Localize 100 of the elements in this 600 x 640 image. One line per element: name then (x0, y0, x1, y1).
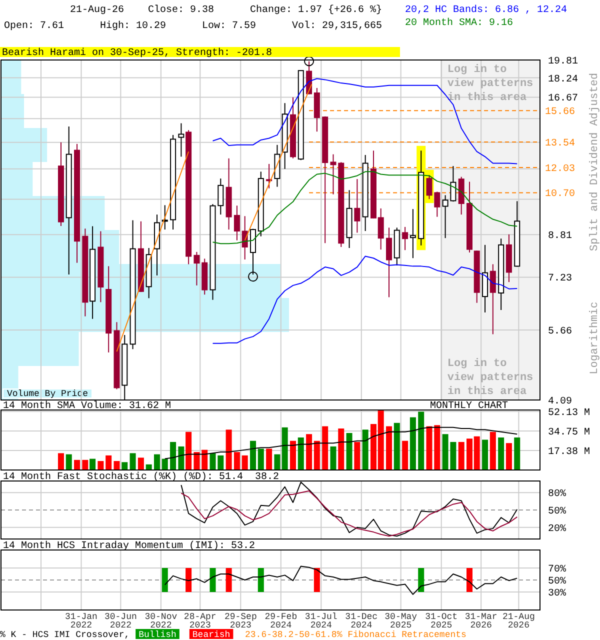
bar (282, 427, 288, 470)
line-series (164, 566, 518, 595)
bar (410, 417, 416, 470)
bar (106, 455, 112, 470)
bar (162, 458, 168, 470)
bar (170, 442, 176, 470)
bar (506, 443, 512, 470)
x-tick-label: 31-Jul 2024 (304, 612, 338, 630)
line-series (164, 426, 518, 460)
y-tick-label: 17.38 M (548, 447, 590, 458)
text: 20 Month SMA: 9.16 (405, 17, 514, 29)
bar (418, 412, 424, 470)
y-tick-label: 70% (548, 564, 566, 576)
bar (338, 428, 344, 470)
bar (490, 432, 496, 470)
bar (250, 440, 256, 470)
text: 21-Aug-26 (70, 5, 124, 16)
bar (306, 434, 312, 470)
candlestick (490, 264, 496, 335)
candlestick (330, 154, 336, 195)
candlestick (410, 208, 416, 259)
candlestick (354, 178, 360, 234)
x-tick-label: 21-Aug 2026 (502, 612, 535, 630)
bar (178, 446, 184, 470)
text: Logarithmic (589, 302, 600, 374)
annotation: MONTHLY CHART (430, 401, 508, 412)
text: Bearish (192, 630, 230, 640)
x-tick-label: 31-Oct 2025 (425, 612, 458, 630)
bar (458, 442, 464, 470)
x-tick-label: 29-Sep 2023 (224, 612, 257, 630)
y-tick-label: 34.75 M (548, 428, 590, 439)
y-tick-label: 52.13 M (548, 408, 590, 420)
candlestick (194, 251, 200, 286)
bar (226, 430, 232, 470)
x-tick-label: 30-May 2025 (384, 612, 418, 630)
bar (514, 437, 520, 470)
text: Low: 7.59 (202, 21, 256, 32)
bar (154, 454, 160, 470)
text: Close: 9.38 (148, 4, 214, 16)
text: 14 Month SMA Volume: 31.62 M (3, 400, 172, 412)
bar (394, 422, 400, 470)
y-tick-label: 50% (548, 576, 566, 588)
y-tick-label: 50% (548, 506, 566, 518)
bar (298, 437, 304, 470)
y-tick-label: 20% (548, 524, 566, 535)
y-tick-label: 30% (548, 588, 566, 600)
bar (498, 437, 504, 470)
candlestick (178, 122, 184, 158)
candlestick (402, 226, 408, 251)
bar (114, 461, 120, 470)
bar (82, 460, 88, 470)
text: Open: 7.61 (4, 21, 64, 32)
ref-line-label: 12.03 (545, 164, 576, 175)
bar (322, 426, 328, 470)
chart-title: 14 Month HCS Intraday Momentum (IMI): 53.2 (3, 540, 256, 552)
bar (74, 460, 80, 470)
x-tick-label: 28-Apr 2023 (184, 612, 216, 630)
bar (258, 448, 264, 470)
bar (330, 446, 336, 470)
y-axis-title: Split and Dividend Adjusted (589, 72, 600, 252)
ref-line-label: 13.54 (545, 138, 576, 150)
bar (290, 440, 296, 470)
bar (482, 440, 488, 470)
bar (186, 432, 192, 470)
bar (234, 452, 240, 470)
text: Volume By Price (7, 389, 88, 399)
bar (386, 426, 392, 470)
bar (90, 458, 96, 470)
x-tick-label: 29-Feb 2024 (264, 612, 298, 630)
bar (66, 454, 72, 470)
y-tick-label: 7.23 (548, 274, 572, 285)
ref-line-label: 10.70 (545, 189, 576, 200)
bar (266, 448, 272, 470)
band-label: Log in to view patterns in this area (447, 358, 534, 398)
line-series (180, 490, 518, 537)
bar (194, 452, 200, 470)
bar (314, 440, 320, 470)
text: Bullish (138, 630, 176, 640)
y-tick-label: 19.81 (548, 56, 578, 68)
y-tick-label: 18.24 (548, 74, 578, 86)
bar (346, 432, 352, 470)
text: Change: 1.97 {+26.6 %} (250, 4, 382, 16)
y-tick-label: 5.66 (548, 326, 572, 338)
candlestick (234, 205, 240, 241)
bar (98, 461, 104, 470)
x-tick-label: 30-Nov 2022 (144, 612, 178, 630)
legend-title: % K - HCS IMI Crossover, (0, 630, 130, 640)
bar (242, 455, 248, 470)
bar (402, 440, 408, 470)
x-tick-label: 30-Jun 2022 (104, 612, 137, 630)
candlestick (482, 244, 488, 313)
bar (58, 453, 64, 470)
bar (274, 454, 280, 470)
y-tick-label: 80% (548, 489, 566, 500)
bar (122, 462, 128, 470)
text: 23.6-38.2-50-61.8% Fibonacci Retracements (245, 630, 466, 640)
bar (362, 430, 368, 470)
bar (138, 458, 144, 470)
y-tick-label: 8.81 (548, 231, 572, 242)
y-tick-label: 4.09 (548, 396, 572, 408)
